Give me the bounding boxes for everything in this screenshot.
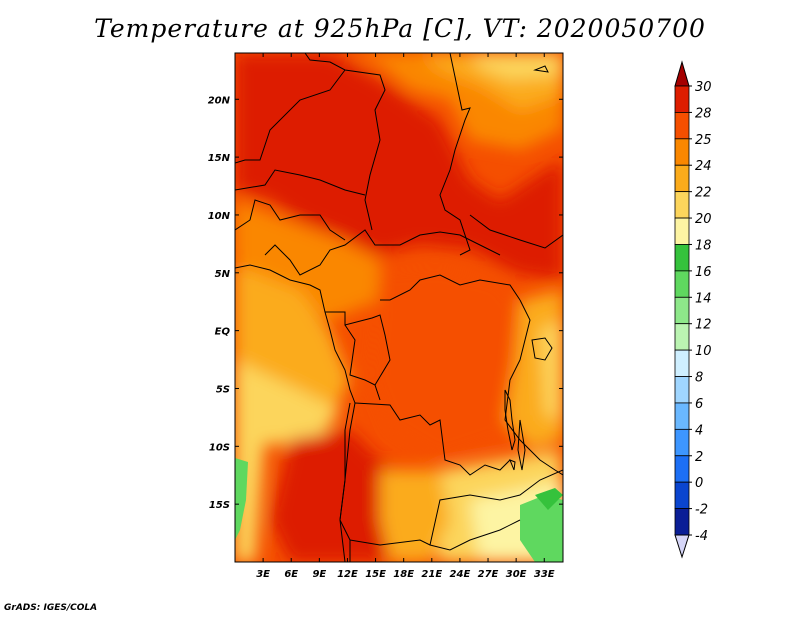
colorbar-segment: [674, 112, 690, 140]
colorbar-label: -4: [695, 529, 708, 544]
colorbar-label: 2: [695, 450, 703, 465]
colorbar-label: 6: [695, 397, 703, 412]
colorbar-label: -2: [695, 503, 708, 518]
colorbar-top-triangle: [674, 60, 690, 87]
map-title: Temperature at 925hPa [C], VT: 202005070…: [94, 14, 706, 43]
colorbar-segment: [674, 455, 690, 483]
lon-tick-label: 6E: [284, 569, 298, 580]
lon-tick-label: 9E: [312, 569, 326, 580]
lat-tick-label: 5N: [215, 269, 231, 280]
latitude-axis: 20N 15N 10N 5N EQ 5S 10S 15S: [208, 95, 563, 511]
colorbar-segment: [674, 376, 690, 404]
colorbar-label: 24: [695, 159, 712, 174]
colorbar-segment: [674, 164, 690, 193]
colorbar-label: 10: [695, 344, 712, 359]
colorbar-segment: [674, 402, 690, 430]
colorbar-segment: [674, 217, 690, 245]
colorbar-label: 16: [695, 265, 712, 280]
coastline: [235, 264, 356, 562]
colorbar-segment: [674, 428, 690, 457]
map-frame: [234, 52, 564, 563]
lat-tick-label: 10N: [208, 211, 231, 222]
colorbar-label: 28: [695, 106, 712, 121]
colorbar-segment: [674, 481, 690, 509]
lat-tick-label: 15N: [208, 153, 231, 164]
colorbar-segment: [674, 191, 690, 219]
colorbar-label: 14: [695, 291, 712, 306]
colorbar-label: 22: [695, 186, 712, 201]
colorbar-segment: [674, 138, 690, 166]
longitude-axis: 3E 6E 9E 12E 15E 18E 21E 24E 27E 30E 33E: [256, 53, 555, 580]
temperature-field: [235, 53, 563, 562]
colorbar-label: 25: [695, 133, 712, 148]
lon-tick-label: 3E: [256, 569, 270, 580]
colorbar-label: 0: [695, 476, 703, 491]
lon-tick-label: 24E: [450, 569, 471, 580]
lat-tick-label: 10S: [209, 442, 230, 453]
country-borders: [235, 53, 563, 562]
lon-tick-label: 27E: [478, 569, 499, 580]
colorbar-segment: [674, 323, 690, 351]
colorbar-label: 20: [695, 212, 712, 227]
colorbar-segment: [674, 296, 690, 325]
colorbar-segment: [674, 85, 690, 113]
lakes: [504, 65, 553, 471]
lon-tick-label: 30E: [506, 569, 527, 580]
lon-tick-label: 15E: [365, 569, 386, 580]
lon-tick-label: 33E: [534, 569, 555, 580]
colorbar-bottom-triangle: [674, 534, 690, 559]
lon-tick-label: 18E: [393, 569, 414, 580]
colorbar-label: 8: [695, 371, 703, 386]
lat-tick-label: 15S: [209, 500, 230, 511]
grads-credit: GrADS: IGES/COLA: [4, 603, 98, 613]
colorbar-segment: [674, 244, 690, 272]
lat-tick-label: 5S: [216, 384, 230, 395]
colorbar-label: 4: [695, 423, 703, 438]
lat-tick-label: 20N: [208, 95, 231, 106]
lon-tick-label: 21E: [421, 569, 442, 580]
colorbar-segment: [674, 508, 690, 536]
colorbar-label: 30: [695, 80, 712, 95]
lon-tick-label: 12E: [337, 569, 358, 580]
colorbar-segment: [674, 270, 690, 298]
lat-tick-label: EQ: [215, 327, 231, 338]
colorbar-segment: [674, 349, 690, 377]
colorbar-label: 12: [695, 318, 712, 333]
colorbar-label: 18: [695, 238, 712, 253]
